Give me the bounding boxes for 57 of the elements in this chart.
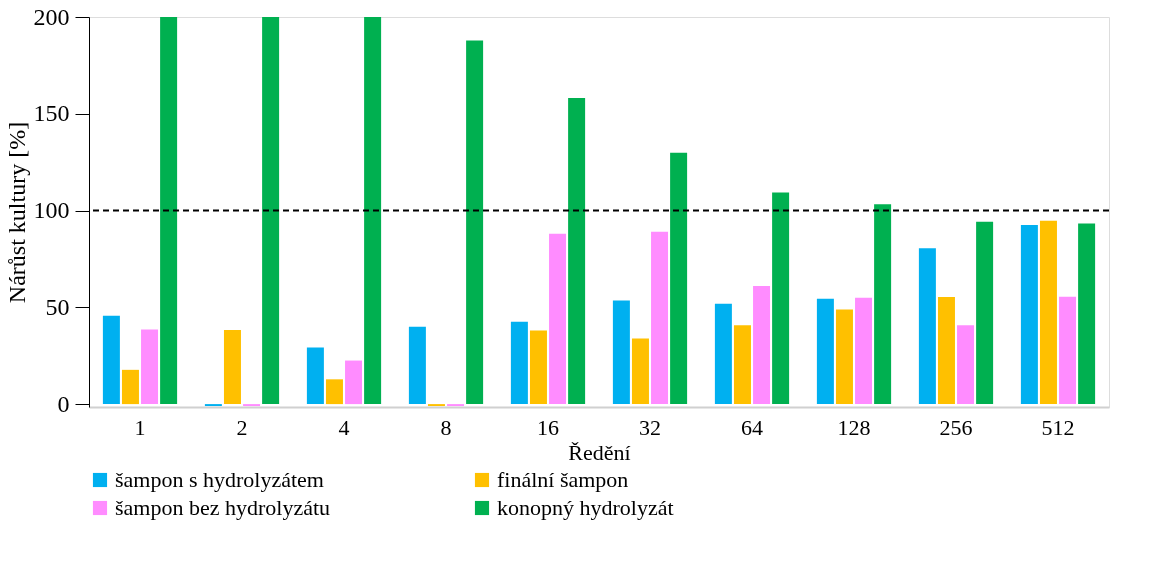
x-tick-label: 4 <box>338 414 350 440</box>
bar <box>631 338 649 405</box>
bar <box>306 347 324 405</box>
legend-label: šampon bez hydrolyzátu <box>115 495 331 520</box>
y-tick-label: 200 <box>33 3 70 30</box>
bar <box>976 221 994 405</box>
bar <box>141 329 159 405</box>
x-tick-label: 16 <box>537 414 559 440</box>
bar <box>835 309 853 405</box>
y-tick-label: 50 <box>45 293 70 320</box>
bar <box>1020 225 1038 405</box>
y-tick-label: 100 <box>33 197 70 224</box>
bar <box>1039 220 1057 405</box>
bar <box>957 325 975 405</box>
bar <box>529 330 547 405</box>
bar <box>568 97 586 405</box>
legend-label: finální šampon <box>497 467 629 492</box>
bar <box>772 192 790 405</box>
x-tick-label: 64 <box>741 414 763 440</box>
y-tick-label: 150 <box>33 100 70 127</box>
bar <box>651 231 669 405</box>
legend-label: šampon s hydrolyzátem <box>115 467 324 492</box>
bar <box>466 40 484 405</box>
legend-label: konopný hydrolyzát <box>497 495 674 520</box>
y-axis-title: Nárůst kultury [%] <box>3 121 30 304</box>
bar <box>874 204 892 405</box>
bar <box>262 17 280 405</box>
bar <box>408 326 426 405</box>
bar <box>918 248 936 405</box>
bar <box>714 303 732 405</box>
y-tick-label: 0 <box>57 390 70 417</box>
bar <box>670 152 688 405</box>
x-tick-label: 1 <box>134 414 146 440</box>
bar <box>855 297 873 405</box>
bar <box>121 369 139 405</box>
bar <box>510 321 528 405</box>
bar <box>1078 223 1096 405</box>
x-tick-label: 8 <box>440 414 452 440</box>
bar <box>1059 296 1077 405</box>
bar <box>549 233 567 405</box>
bar <box>733 325 751 405</box>
bar <box>364 17 382 405</box>
bar <box>753 286 771 405</box>
x-tick-label: 256 <box>939 414 973 440</box>
bar <box>937 297 955 405</box>
x-tick-label: 128 <box>837 414 871 440</box>
bar <box>612 300 630 405</box>
bar <box>223 329 241 405</box>
bar <box>816 298 834 405</box>
bar <box>160 17 178 405</box>
bar <box>102 315 120 405</box>
x-tick-label: 2 <box>236 414 248 440</box>
x-axis-title: Ředění <box>568 439 631 465</box>
x-tick-label: 512 <box>1041 414 1075 440</box>
bar <box>325 379 343 405</box>
bar <box>345 360 363 405</box>
x-tick-label: 32 <box>639 414 661 440</box>
